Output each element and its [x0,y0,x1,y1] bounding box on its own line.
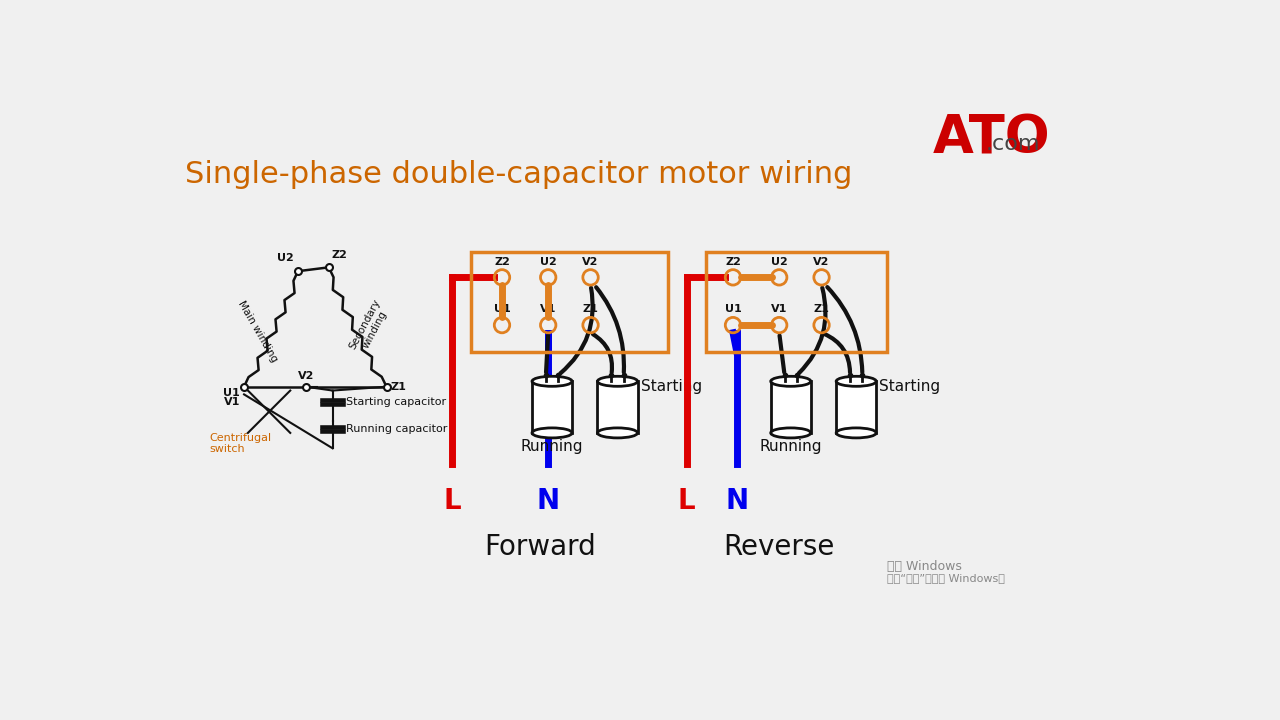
Text: V1: V1 [771,305,787,315]
Bar [471,252,668,352]
Text: U1: U1 [224,388,241,398]
Text: Starting: Starting [640,379,701,394]
Text: Secondary
winding: Secondary winding [347,297,392,356]
Text: V1: V1 [540,305,557,315]
Ellipse shape [598,428,637,438]
Ellipse shape [532,428,572,438]
Text: Z2: Z2 [332,250,347,260]
Text: Starting capacitor: Starting capacitor [347,397,447,407]
Text: Starting: Starting [879,379,941,394]
Text: Single-phase double-capacitor motor wiring: Single-phase double-capacitor motor wiri… [184,161,852,189]
Text: Forward: Forward [485,533,596,561]
Bar [836,382,877,433]
Text: U1: U1 [494,305,511,315]
Text: Z2: Z2 [724,256,741,266]
Text: Z1: Z1 [582,305,599,315]
Text: Z1: Z1 [390,382,406,392]
Text: Running: Running [521,439,584,454]
Text: N: N [726,487,749,515]
Ellipse shape [836,377,877,387]
Text: Running: Running [759,439,822,454]
Text: ATO: ATO [933,113,1051,165]
Text: U2: U2 [771,256,787,266]
Text: V2: V2 [582,256,599,266]
Ellipse shape [836,428,877,438]
Text: L: L [678,487,695,515]
Bar [771,382,810,433]
Text: Reverse: Reverse [723,533,835,561]
Ellipse shape [771,428,810,438]
Text: Z1: Z1 [814,305,829,315]
Text: V2: V2 [297,371,314,381]
Text: L: L [443,487,461,515]
Text: U2: U2 [540,256,557,266]
Text: Running capacitor: Running capacitor [347,424,448,434]
Text: Main winding: Main winding [236,299,279,364]
Ellipse shape [598,377,637,387]
Text: N: N [536,487,559,515]
Ellipse shape [771,377,810,387]
Text: .com: .com [986,134,1041,154]
Text: Centrifugal
switch: Centrifugal switch [210,433,271,454]
Text: 激活 Windows: 激活 Windows [887,560,961,573]
Text: U1: U1 [724,305,741,315]
Text: Z2: Z2 [494,256,509,266]
Bar [532,382,572,433]
Ellipse shape [532,377,572,387]
Text: 转到“设置”以激活 Windows。: 转到“设置”以激活 Windows。 [887,573,1005,583]
Text: U2: U2 [278,253,294,264]
Text: V2: V2 [813,256,829,266]
Bar [598,382,637,433]
Bar [707,252,887,352]
Text: V1: V1 [224,397,241,407]
